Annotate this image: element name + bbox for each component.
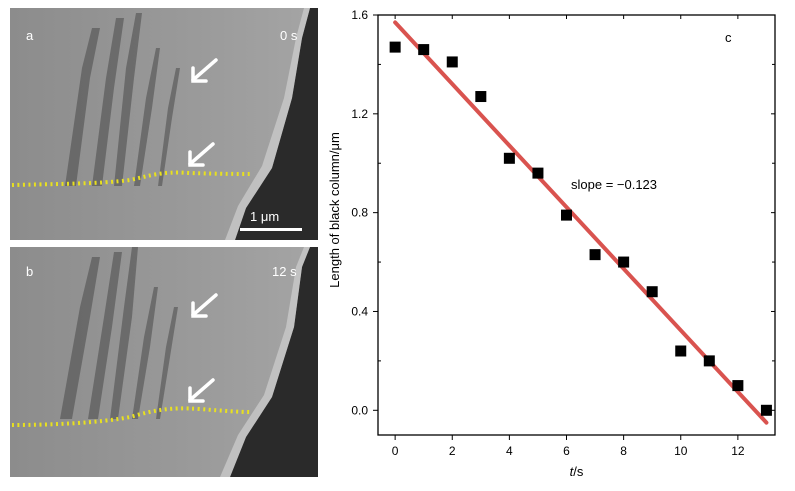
- data-point: [618, 256, 630, 268]
- data-point: [675, 345, 687, 357]
- data-point: [418, 44, 430, 56]
- y-tick-label: 0.8: [351, 206, 368, 220]
- time-label-a: 0 s: [280, 28, 298, 43]
- micrograph-a-image: [10, 8, 318, 240]
- y-tick-label: 0.0: [351, 403, 368, 417]
- arrow-icon: [188, 293, 218, 403]
- plot-frame: [377, 14, 776, 436]
- data-point: [760, 404, 772, 416]
- data-point: [446, 56, 458, 68]
- data-point: [532, 167, 544, 179]
- scale-bar-label: 1 μm: [250, 209, 280, 224]
- y-tick-label: 0.4: [351, 304, 368, 318]
- x-axis-label: t/s: [570, 464, 584, 479]
- data-point: [589, 249, 601, 261]
- data-point: [389, 41, 401, 53]
- data-point: [703, 355, 715, 367]
- data-point: [561, 209, 573, 221]
- slope-annotation: slope = −0.123: [571, 177, 657, 192]
- data-point: [732, 380, 744, 392]
- x-tick-label: 8: [620, 444, 627, 458]
- scatter-chart: 0 2 4 6 8 10 12 0.0 0.4 0.8 1.2 1.6 c slope = −0.123 t…: [327, 8, 776, 479]
- data-point: [503, 152, 515, 164]
- data-point: [475, 91, 487, 103]
- x-tick-label: 4: [506, 444, 513, 458]
- y-tick-label: 1.6: [351, 8, 368, 22]
- time-label-b: 12 s: [272, 264, 297, 279]
- x-tick-label: 0: [392, 444, 399, 458]
- arrow-icon: [188, 58, 218, 167]
- x-tick-label: 6: [563, 444, 570, 458]
- panel-label-c: c: [725, 30, 732, 45]
- data-point: [646, 286, 658, 298]
- scale-bar: [240, 228, 302, 231]
- panel-label-a: a: [26, 28, 34, 43]
- micrograph-b-image: [10, 247, 318, 477]
- interface-dotted-line-a: [11, 170, 251, 187]
- x-tick-label: 2: [449, 444, 456, 458]
- x-tick-label: 12: [731, 444, 745, 458]
- interface-dotted-line-b: [11, 406, 251, 427]
- y-tick-label: 1.2: [351, 107, 368, 121]
- micrograph-panel-b: b 12 s: [10, 247, 318, 477]
- y-axis-label: Length of black column/μm: [327, 132, 342, 288]
- panel-label-b: b: [26, 264, 34, 279]
- micrograph-panel-a: a 0 s 1 μm: [10, 8, 318, 240]
- x-tick-label: 10: [674, 444, 688, 458]
